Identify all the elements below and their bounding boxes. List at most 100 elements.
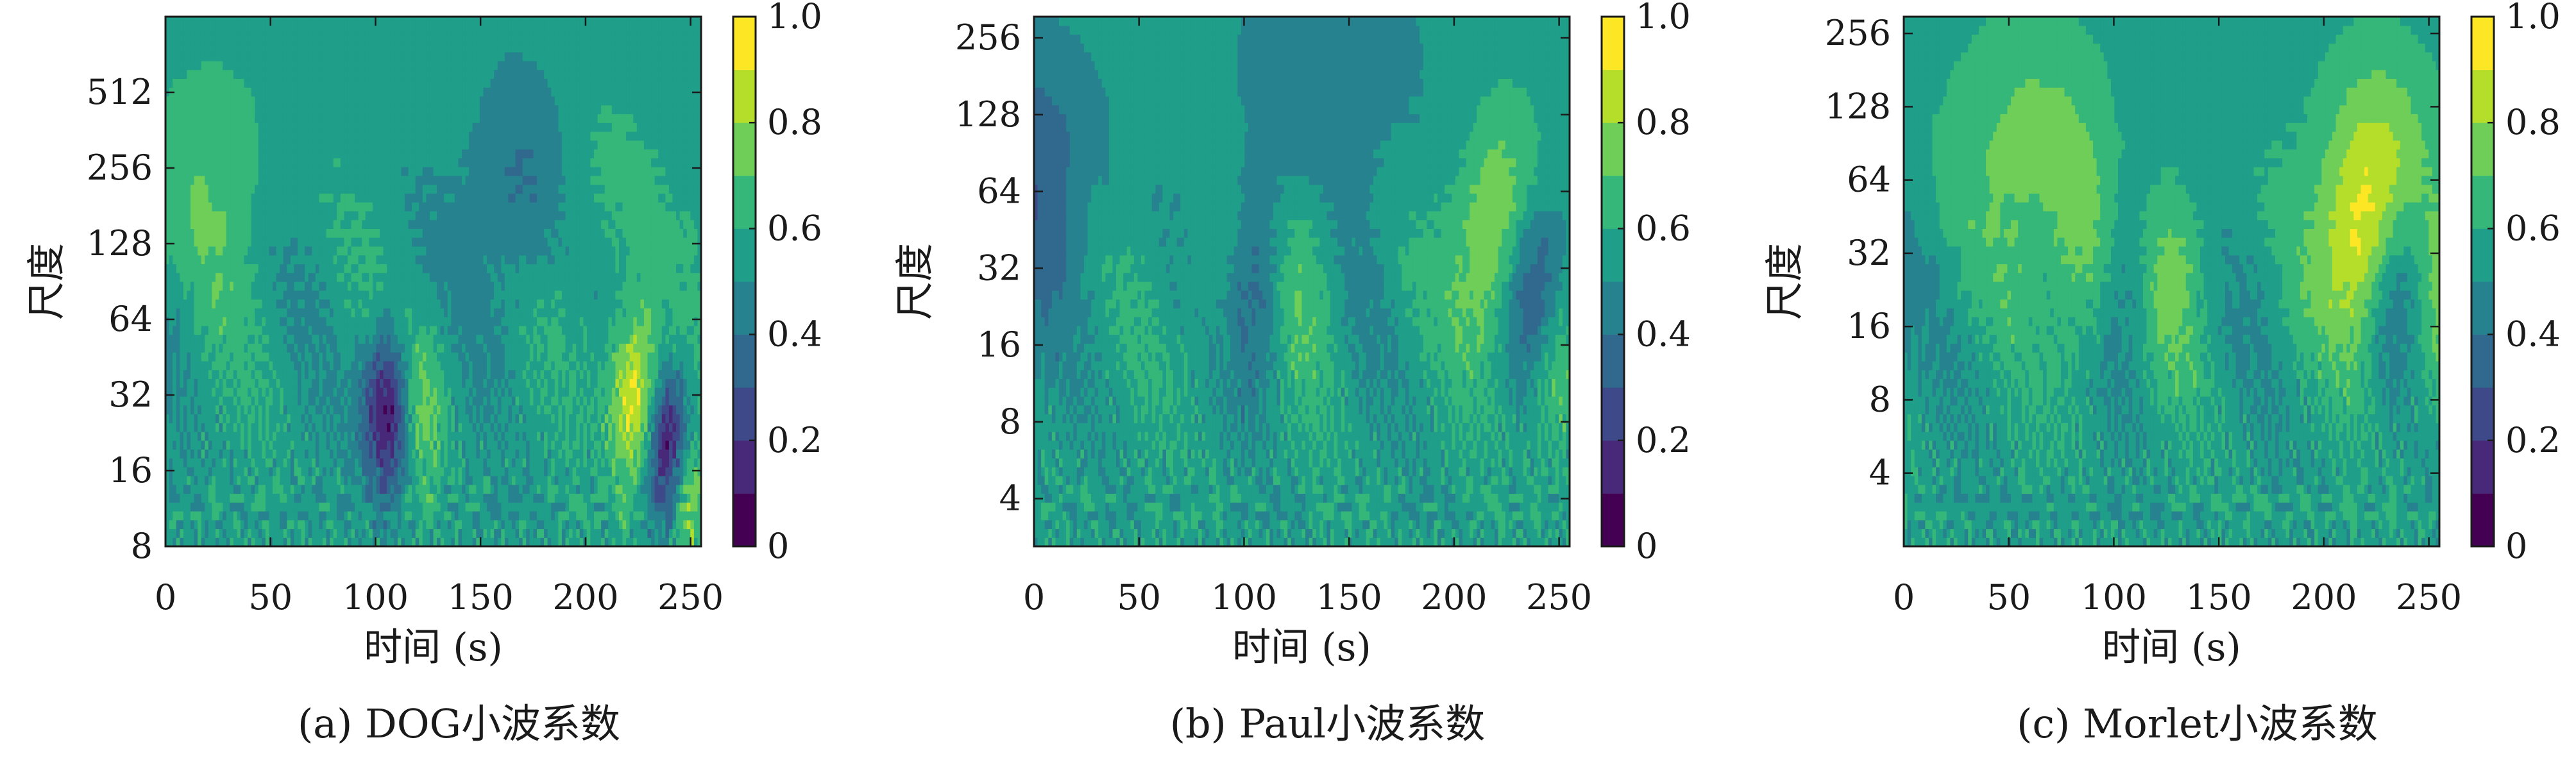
heatmap-cell [276, 264, 280, 273]
heatmap-cell [301, 450, 305, 458]
heatmap-cell [341, 299, 344, 308]
heatmap-cell [562, 255, 566, 264]
heatmap-cell [601, 476, 605, 485]
heatmap-cell [519, 414, 523, 423]
heatmap-cell [355, 387, 359, 396]
heatmap-cell [312, 476, 316, 485]
heatmap-cell [598, 485, 602, 494]
heatmap-cell [330, 458, 334, 467]
heatmap-cell [512, 396, 516, 405]
heatmap-cell [223, 432, 226, 441]
heatmap-cell [569, 282, 573, 290]
heatmap-cell [380, 423, 384, 432]
heatmap-cell [187, 396, 191, 405]
heatmap-cell [619, 361, 623, 370]
heatmap-cell [680, 264, 684, 273]
heatmap-cell [362, 370, 366, 379]
heatmap-cell [512, 423, 516, 432]
heatmap-cell [562, 432, 566, 441]
heatmap-cell [198, 405, 201, 414]
heatmap-cell [294, 502, 298, 511]
heatmap-cell [351, 273, 355, 282]
heatmap-cell [694, 299, 698, 308]
heatmap-cell [672, 502, 676, 511]
heatmap-cell [280, 255, 284, 264]
heatmap-cell [376, 405, 380, 414]
heatmap-cell [366, 405, 369, 414]
heatmap-cell [558, 361, 562, 370]
heatmap-cell [594, 396, 598, 405]
heatmap-cell [441, 361, 445, 370]
heatmap-cell [323, 485, 326, 494]
heatmap-cell [594, 502, 598, 511]
heatmap-cell [580, 343, 584, 352]
heatmap-cell [590, 414, 594, 423]
heatmap-cell [291, 450, 294, 458]
heatmap-cell [619, 396, 623, 405]
heatmap-cell [380, 441, 384, 450]
heatmap-cell [569, 387, 573, 396]
heatmap-cell [369, 299, 373, 308]
heatmap-cell [690, 414, 694, 423]
heatmap-cell [462, 493, 466, 502]
heatmap-cell [412, 441, 416, 450]
heatmap-cell [623, 264, 627, 273]
heatmap-cell [248, 326, 251, 335]
heatmap-cell [326, 432, 330, 441]
heatmap-cell [380, 396, 384, 405]
heatmap-cell [258, 308, 262, 317]
heatmap-cell [173, 264, 176, 273]
heatmap-cell [455, 273, 459, 282]
heatmap-cell [205, 511, 208, 520]
heatmap-cell [476, 255, 480, 264]
heatmap-cell [466, 423, 470, 432]
heatmap-cell [658, 264, 662, 273]
heatmap-cell [683, 502, 687, 511]
heatmap-cell [294, 528, 298, 537]
heatmap-cell [258, 326, 262, 335]
heatmap-cell [662, 485, 666, 494]
heatmap-cell [208, 441, 212, 450]
heatmap-cell [505, 511, 509, 520]
heatmap-cell [548, 423, 552, 432]
heatmap-cell [441, 378, 445, 387]
heatmap-cell [376, 317, 380, 326]
heatmap-cell [441, 414, 445, 423]
heatmap-cell [180, 537, 183, 546]
heatmap-cell [426, 423, 430, 432]
heatmap-cell [519, 326, 523, 335]
heatmap-cell [398, 528, 402, 537]
heatmap-cell [590, 467, 594, 476]
heatmap-cell [294, 467, 298, 476]
heatmap-cell [680, 378, 684, 387]
heatmap-cell [644, 528, 648, 537]
heatmap-cell [487, 450, 491, 458]
heatmap-cell [409, 476, 412, 485]
heatmap-cell [344, 352, 348, 361]
heatmap-cell [237, 282, 241, 290]
heatmap-cell [537, 432, 541, 441]
heatmap-cell [480, 299, 484, 308]
heatmap-cell [544, 476, 548, 485]
heatmap-cell [473, 352, 477, 361]
heatmap-cell [344, 282, 348, 290]
heatmap-cell [305, 502, 309, 511]
heatmap-cell [194, 282, 198, 290]
heatmap-cell [601, 520, 605, 529]
heatmap-cell [359, 370, 362, 379]
heatmap-cell [391, 308, 394, 317]
heatmap-cell [551, 273, 555, 282]
heatmap-cell [483, 343, 487, 352]
heatmap-cell [601, 493, 605, 502]
heatmap-cell [494, 502, 498, 511]
heatmap-cell [373, 493, 377, 502]
heatmap-cell [598, 528, 602, 537]
heatmap-cell [644, 467, 648, 476]
heatmap-cell [341, 361, 344, 370]
heatmap-cell [530, 414, 534, 423]
heatmap-cell [287, 352, 291, 361]
heatmap-cell [244, 335, 248, 344]
heatmap-cell [608, 528, 612, 537]
heatmap-cell [430, 264, 434, 273]
heatmap-cell [537, 361, 541, 370]
